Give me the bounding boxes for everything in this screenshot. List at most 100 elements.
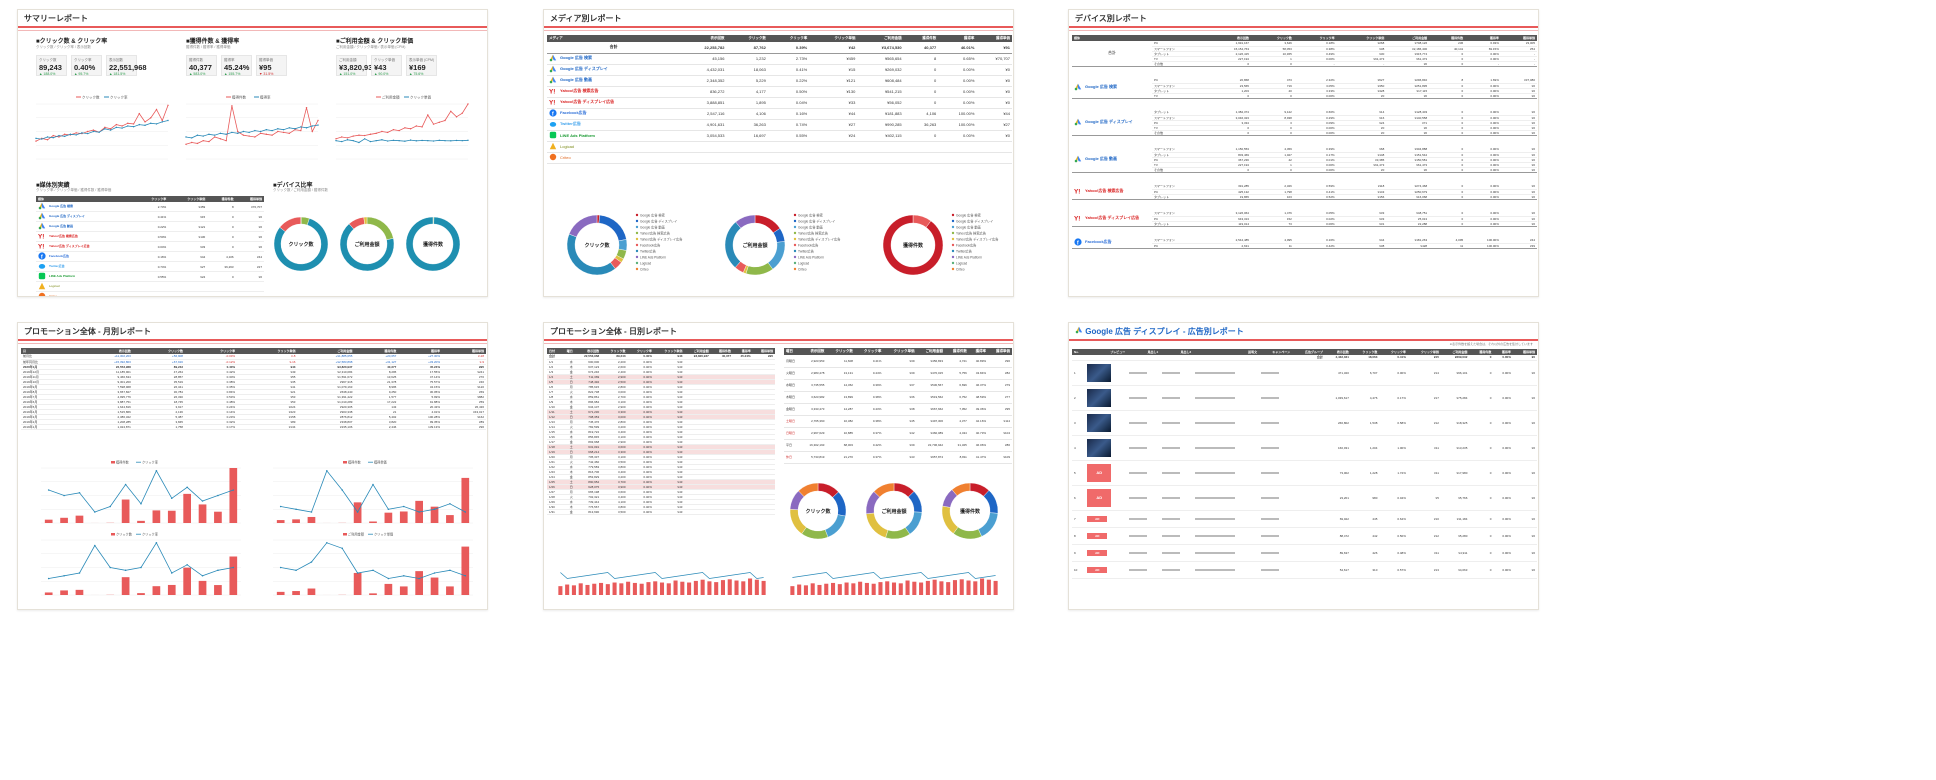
table-cell: 0 [1469,561,1494,579]
panel-title: プロモーション全体 - 月別レポート [24,327,151,336]
table-cell: 1/7 [547,389,561,395]
table-cell: 9,466,634 [75,374,133,380]
table-cell: ¥0 [976,64,1012,76]
table-row: 3 266,802 1,538 0.58% ¥12 ¥18,325 0 0.00% ¥0 [1072,410,1537,436]
table-cell: ¥43 [653,454,685,460]
kpi-value: ¥3,820,937 [339,63,377,72]
table-row: 休日 5,733,819 21,270 0.37% ¥43 ¥957,874 8,811 41… [784,451,1012,464]
legend-label: Yahoo!広告 検索広告 [640,230,670,235]
table-cell: ¥-8 [237,354,298,360]
table-cell: 2,967,629 [801,427,827,440]
table-cell: 1,382,374 [1208,110,1251,116]
data-point [92,130,95,133]
table-cell: 4,459 [1250,147,1294,153]
table-cell: ¥2,310,084 [297,369,355,375]
data-point [104,128,106,130]
kpi-value: 0.40% [74,63,96,72]
google-ads-icon [38,212,46,220]
table-cell: ¥43 [883,451,917,464]
data-point [217,494,219,497]
table-cell: 819,722 [574,429,602,435]
table-cell [684,404,711,410]
table-cell [684,389,711,395]
table-cell [1127,355,1161,361]
table-cell [752,399,775,405]
redacted-text [1162,496,1181,499]
ad-image-thumbnail[interactable] [1087,363,1112,382]
ad-badge-thumbnail[interactable]: AD [1087,549,1108,556]
ad-badge-thumbnail[interactable]: AD [1087,488,1112,507]
table-cell: ¥43 [653,484,685,490]
table-cell [684,499,711,505]
table-cell: 0.00% [1493,485,1513,511]
group-name-cell: 合計 [1072,41,1152,67]
ad-badge-thumbnail[interactable]: AD [1087,532,1108,539]
ad-text-cell [1259,460,1293,486]
table-cell: 1,476 [1250,211,1294,217]
table-cell: スマートフォン [1152,147,1209,153]
table-cell: 1/5 [547,379,561,385]
table-cell: ¥11 [1407,544,1441,562]
table-cell [733,429,753,435]
bar [919,582,924,595]
table-cell: 0.40% [627,499,654,505]
table-cell [752,509,775,515]
ad-image-thumbnail[interactable] [1087,413,1112,432]
ad-group-cell [1292,527,1325,545]
table-cell: 木 [560,504,575,510]
table-cell: 47.14% [398,374,443,380]
table-cell: 227,194 [1208,162,1251,168]
table-cell: 2,136 [132,409,185,415]
table-cell: 0 [207,241,236,252]
table-cell: ¥43 [653,499,685,505]
yahoo-icon: Y! [38,243,44,250]
table-cell: 6,752 [945,391,969,404]
table-row: 2019年3月 2,386,322 5,387 0.23% ¥158 ¥876,812 5,… [21,414,486,420]
table-cell: ¥0 [976,97,1012,109]
ad-image-thumbnail[interactable] [1087,438,1112,457]
bar-line-chart: クリック数 クリック率 [41,531,241,596]
data-point [86,130,89,133]
data-point [138,123,141,126]
ad-image-thumbnail[interactable] [1087,388,1112,407]
legend-label: Criteo [956,267,965,271]
table-cell: ¥0 [1500,115,1537,121]
table-cell: ¥0 [235,211,264,222]
ad-badge-thumbnail[interactable]: AD [1087,463,1112,482]
table-cell: ¥61,473 [1386,162,1430,168]
group-spacer [1072,226,1537,238]
table-cell: 0.40% [627,489,654,495]
data-point [144,121,146,123]
table-cell: - [1500,61,1537,67]
column-header: ご利用金額 [297,348,355,354]
table-row: Criteo [36,291,264,296]
table-cell: 0.00% [1465,189,1501,195]
redacted-text [1129,471,1148,474]
data-point [109,128,112,130]
ad-badge-thumbnail[interactable]: AD [1087,566,1108,573]
table-cell: 708,353 [574,414,602,420]
data-point [232,489,235,491]
table-cell: 23,565 [1208,83,1251,89]
table-cell: 859,861 [574,394,602,400]
table-cell [752,499,775,505]
line-chart: クリック数 クリック率 [35,95,169,160]
bar [632,582,637,595]
table-row: 1/22 水 779,583 3,800 0.40% ¥43 [547,464,775,470]
table-cell: 68,003 [826,439,855,452]
spacer-cell [1072,199,1537,211]
table-cell [938,152,977,164]
table-cell: 0 [1429,167,1466,173]
ad-badge-thumbnail[interactable]: AD [1087,515,1108,522]
table-cell: 7,052 [945,403,969,416]
table-cell: ¥235,106 [297,424,355,430]
table-cell: ¥44 [235,251,264,262]
table-row: 火曜日 2,983,478 13,131 0.44% ¥39 ¥470,015 5,756 4… [784,367,1012,380]
column-header: クリック単価 [237,348,298,354]
table-cell: 0.00% [1465,194,1501,200]
table-cell: 金 [560,404,575,410]
table-cell: ¥0 [1386,61,1430,67]
table-cell: ¥0 [1500,125,1537,131]
table-cell [733,444,753,450]
table-cell: 1,538 [1350,410,1380,436]
